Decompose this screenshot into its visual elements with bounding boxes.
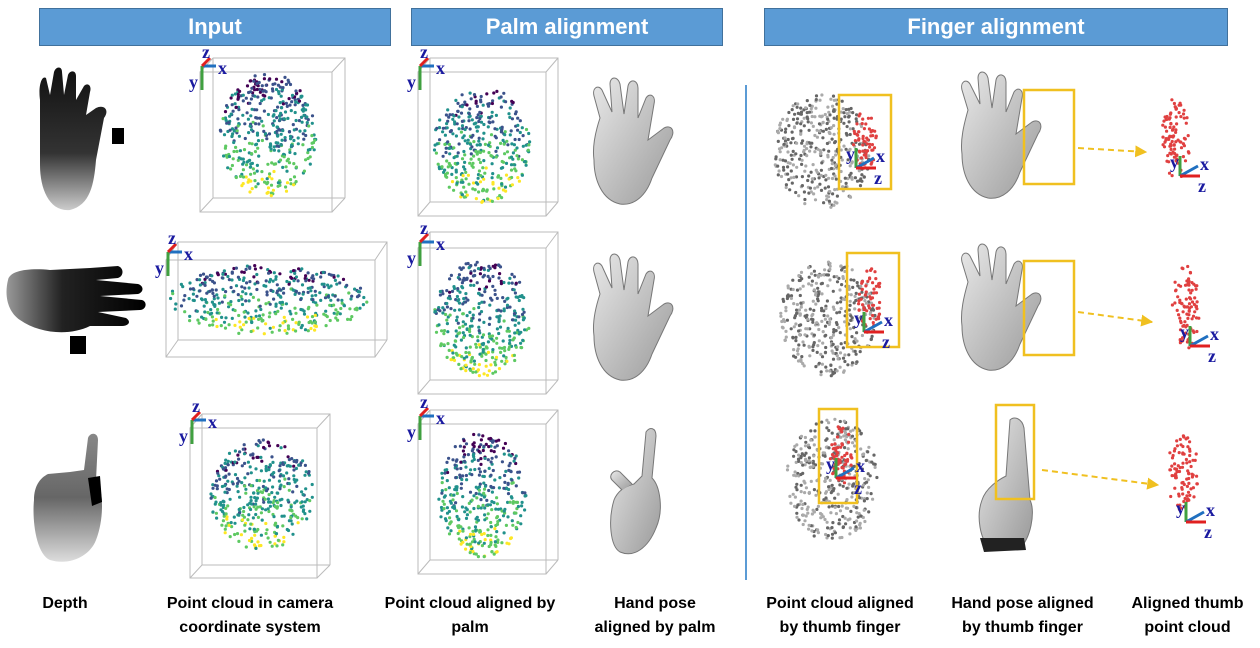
triad-aligned-1: y xz (1170, 152, 1209, 196)
axis-z-line (418, 56, 430, 68)
triad-camera-3: xyz (179, 396, 217, 446)
caption-thumb-hand-pose: Hand pose aligned by thumb finger (951, 595, 1094, 636)
palm-cloud-2 (433, 260, 531, 378)
axis-label-y: y (407, 248, 416, 268)
hand-pose-thumb-render-3 (978, 417, 1033, 552)
axis-label-y: y (854, 308, 863, 328)
triad-camera-2: xyz (155, 228, 193, 278)
axis-label-y: y (1170, 152, 1179, 172)
thumb-cloud-2 (779, 260, 877, 378)
axis-z-line (190, 410, 202, 422)
axis-label-x: x (1210, 324, 1219, 344)
axis-x-line (855, 156, 875, 170)
triad-palm-2: xyz (407, 218, 445, 268)
axis-label-z: z (192, 396, 200, 416)
axis-label-z: z (1204, 522, 1212, 542)
axis-label-z: z (854, 478, 862, 498)
hand-pose-render-2 (593, 253, 674, 381)
axis-label-z: z (1198, 176, 1206, 196)
caption-aligned-thumb: Aligned thumb point cloud (1131, 595, 1244, 636)
triad-aligned-2: y xz (1180, 322, 1219, 366)
point-clouds (169, 73, 1201, 559)
axis-label-y: y (407, 422, 416, 442)
camera-cloud-3 (209, 438, 314, 551)
axis-x-line (863, 320, 883, 334)
axis-label-x: x (1206, 500, 1215, 520)
axis-label-x: x (218, 58, 227, 78)
triad-aligned-3: y xz (1176, 498, 1215, 542)
axis-label-y: y (155, 258, 164, 278)
axis-label-z: z (202, 42, 210, 62)
axis-z-line (166, 242, 178, 254)
axis-label-x: x (1200, 154, 1209, 174)
axis-label-z: z (1208, 346, 1216, 366)
thumb-cloud-3 (785, 417, 879, 540)
axis-label-x: x (856, 456, 865, 476)
axis-label-y: y (1176, 498, 1185, 518)
axis-label-y: y (189, 72, 198, 92)
hand-pose-render-1 (593, 77, 674, 205)
palm-cloud-3 (437, 432, 528, 559)
triad-thumb-1: y xz (846, 144, 885, 188)
axis-label-x: x (436, 234, 445, 254)
axis-label-z: z (168, 228, 176, 248)
axis-label-x: x (876, 146, 885, 166)
depth-image-pointing-hand (33, 433, 102, 562)
camera-cloud-1 (218, 73, 318, 198)
triad-palm-1: xyz (407, 42, 445, 92)
axis-label-z: z (874, 168, 882, 188)
axis-label-x: x (436, 408, 445, 428)
triad-palm-3: xyz (407, 392, 445, 442)
triad-camera-1: xyz (189, 42, 227, 92)
caption-thumb-point-cloud: Point cloud aligned by thumb finger (766, 595, 914, 636)
axis-z-line (418, 232, 430, 244)
camera-cloud-2 (169, 264, 369, 336)
caption-palm-point-cloud: Point cloud aligned by palm (384, 595, 556, 636)
caption-camera-point-cloud: Point cloud in camera coordinate system (166, 595, 334, 636)
axis-z-line (418, 406, 430, 418)
depth-image-open-hand (39, 67, 124, 211)
axis-label-z: z (420, 392, 428, 412)
axis-label-y: y (826, 454, 835, 474)
caption-palm-hand-pose: Hand pose aligned by palm (594, 595, 716, 636)
axis-label-y: y (846, 144, 855, 164)
depth-image-side-hand (6, 266, 146, 354)
thumb-highlight-boxes (817, 88, 1076, 505)
triad-thumb-3: y xz (826, 454, 865, 498)
aligned-thumb-1 (1161, 98, 1191, 178)
header-finger-alignment: Finger alignment (764, 8, 1228, 46)
axis-label-z: z (420, 42, 428, 62)
axis-label-z: z (882, 332, 890, 352)
hand-pose-render-3 (610, 428, 661, 555)
triad-thumb-2: y xz (854, 308, 893, 352)
caption-depth: Depth (42, 595, 88, 612)
axis-label-x: x (184, 244, 193, 264)
axis-z-line (200, 56, 212, 68)
header-input: Input (39, 8, 391, 46)
axis-x-line (1179, 164, 1199, 178)
axis-label-x: x (436, 58, 445, 78)
header-palm-alignment: Palm alignment (411, 8, 723, 46)
aligned-thumb-3 (1168, 434, 1199, 511)
axis-label-z: z (420, 218, 428, 238)
axis-x-line (835, 466, 855, 480)
axis-label-y: y (179, 426, 188, 446)
axis-x-line (1185, 510, 1205, 524)
aligned-thumb-2 (1170, 264, 1201, 350)
palm-cloud-1 (432, 89, 532, 204)
axis-label-y: y (407, 72, 416, 92)
axis-x-line (1189, 334, 1209, 348)
axis-label-x: x (208, 412, 217, 432)
dashed-arrows (1041, 145, 1160, 490)
axis-label-y: y (1180, 322, 1189, 342)
hand-pose-thumb-render-1 (961, 71, 1042, 199)
hand-pose-thumb-render-2 (961, 243, 1042, 371)
thumb-cloud-1 (773, 93, 871, 209)
axis-label-x: x (884, 310, 893, 330)
